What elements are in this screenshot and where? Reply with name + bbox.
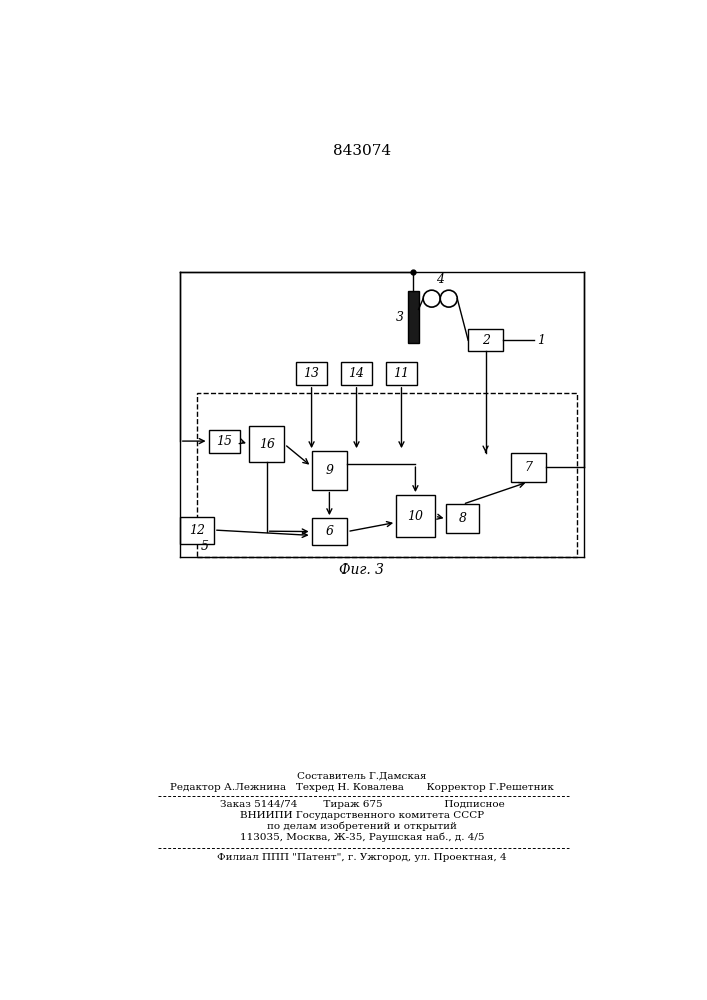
Text: Редактор А.Лежнина   Техред Н. Ковалева       Корректор Г.Решетник: Редактор А.Лежнина Техред Н. Ковалева Ко… bbox=[170, 783, 554, 792]
Text: 7: 7 bbox=[524, 461, 532, 474]
Text: 9: 9 bbox=[325, 464, 334, 477]
Bar bbox=[296, 362, 327, 385]
Text: 12: 12 bbox=[189, 524, 205, 537]
Text: 16: 16 bbox=[259, 438, 274, 451]
Bar bbox=[408, 291, 419, 343]
Bar bbox=[312, 518, 347, 545]
Bar bbox=[341, 362, 372, 385]
Text: 113035, Москва, Ж-35, Раушская наб., д. 4/5: 113035, Москва, Ж-35, Раушская наб., д. … bbox=[240, 832, 484, 842]
Text: Составитель Г.Дамская: Составитель Г.Дамская bbox=[297, 772, 427, 781]
Text: 14: 14 bbox=[349, 367, 365, 380]
Bar bbox=[510, 453, 546, 482]
Text: 15: 15 bbox=[216, 435, 232, 448]
Text: 11: 11 bbox=[394, 367, 409, 380]
Text: 5: 5 bbox=[201, 540, 209, 553]
Text: 3: 3 bbox=[396, 311, 404, 324]
Bar bbox=[180, 517, 214, 544]
Text: по делам изобретений и открытий: по делам изобретений и открытий bbox=[267, 821, 457, 831]
Text: Заказ 5144/74        Тираж 675                   Подписное: Заказ 5144/74 Тираж 675 Подписное bbox=[220, 800, 504, 809]
Text: 13: 13 bbox=[303, 367, 320, 380]
Bar bbox=[197, 393, 577, 557]
Text: 8: 8 bbox=[459, 512, 467, 525]
Text: 1: 1 bbox=[537, 334, 545, 347]
Bar bbox=[468, 329, 503, 351]
Bar bbox=[249, 426, 284, 462]
Text: Филиал ППП "Патент", г. Ужгород, ул. Проектная, 4: Филиал ППП "Патент", г. Ужгород, ул. Про… bbox=[217, 853, 507, 862]
Text: 4: 4 bbox=[436, 273, 444, 286]
Bar bbox=[396, 495, 435, 537]
Text: Фиг. 3: Фиг. 3 bbox=[339, 563, 385, 577]
Bar bbox=[386, 362, 417, 385]
Bar bbox=[209, 430, 240, 453]
Text: 10: 10 bbox=[407, 510, 423, 523]
Text: 843074: 843074 bbox=[333, 144, 391, 158]
Text: 2: 2 bbox=[481, 334, 489, 347]
Bar bbox=[312, 451, 347, 490]
Text: ВНИИПИ Государственного комитета СССР: ВНИИПИ Государственного комитета СССР bbox=[240, 811, 484, 820]
Text: 6: 6 bbox=[325, 525, 334, 538]
Bar bbox=[446, 504, 479, 533]
